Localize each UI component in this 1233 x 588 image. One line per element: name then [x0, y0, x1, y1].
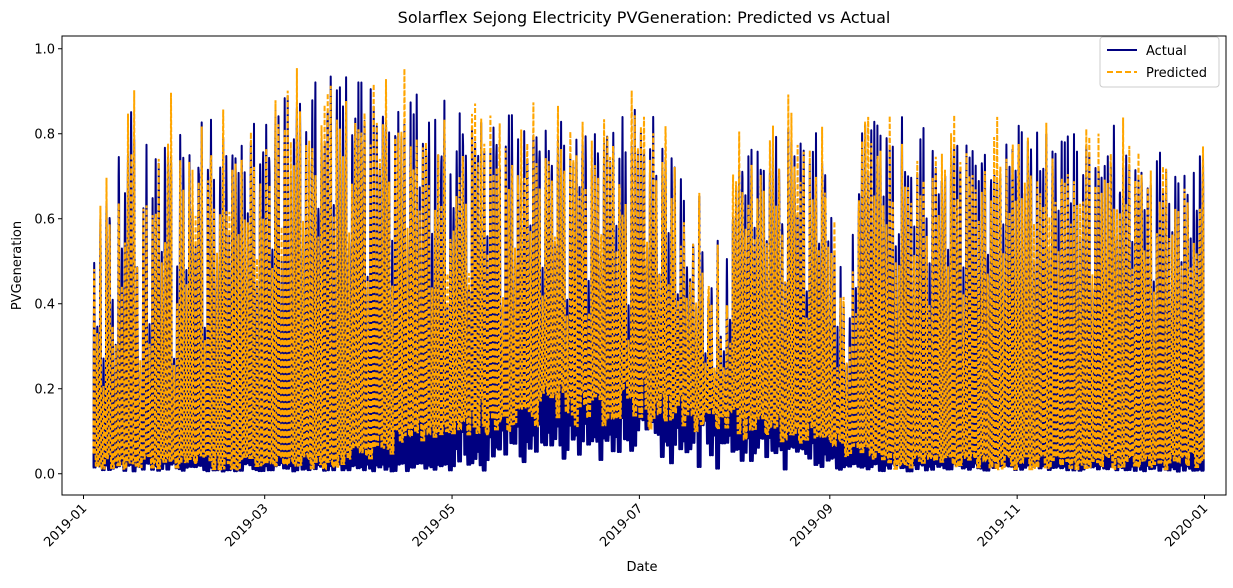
legend-actual-label: Actual: [1146, 44, 1187, 59]
x-tick-label: 2019-07: [597, 501, 646, 550]
series-predicted-line: [92, 68, 1205, 471]
x-axis-label: Date: [626, 560, 657, 575]
x-axis: 2019-01 2019-03 2019-05 2019-07 2019-09 2019-…: [41, 495, 1211, 550]
series-layer: [92, 68, 1205, 473]
x-tick-label: 2019-05: [410, 501, 459, 550]
plot-area: [92, 68, 1205, 473]
y-tick-label: 0.8: [34, 127, 55, 142]
x-tick-label: 2019-03: [223, 501, 272, 550]
chart-title: Solarflex Sejong Electricity PVGeneratio…: [398, 8, 891, 27]
y-axis: 0.0 0.2 0.4 0.6 0.8 1.0: [34, 42, 62, 482]
legend-predicted-label: Predicted: [1146, 66, 1207, 81]
y-tick-label: 1.0: [34, 42, 55, 57]
x-tick-label: 2020-01: [1162, 501, 1211, 550]
plot-frame: [61, 35, 1227, 496]
y-axis-label: PVGeneration: [10, 221, 25, 310]
y-axis-label-group: PVGeneration: [10, 221, 25, 310]
y-tick-label: 0.4: [34, 297, 55, 312]
legend: Actual Predicted: [1099, 36, 1220, 88]
y-tick-label: 0.0: [34, 467, 55, 482]
x-tick-label: 2019-01: [41, 501, 90, 550]
x-tick-label: 2019-11: [975, 501, 1024, 550]
y-tick-label: 0.6: [34, 212, 55, 227]
x-tick-label: 2019-09: [788, 501, 837, 550]
y-tick-label: 0.2: [34, 382, 55, 397]
